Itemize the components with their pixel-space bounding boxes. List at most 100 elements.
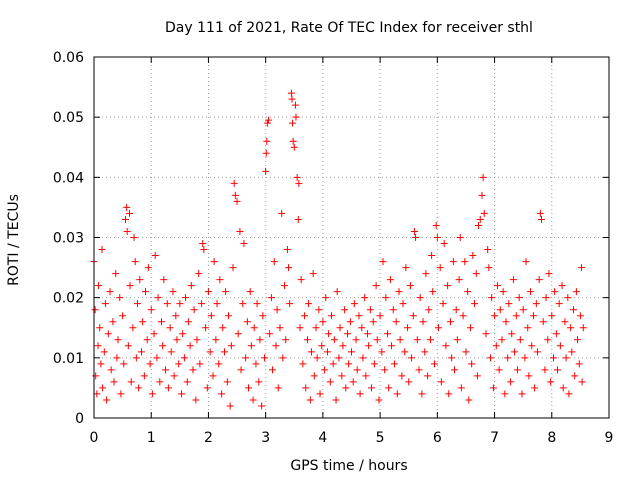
data-point: [112, 270, 120, 278]
data-point: [132, 354, 140, 362]
data-point: [175, 360, 183, 368]
data-point: [123, 203, 131, 211]
data-point: [527, 288, 535, 296]
data-point: [176, 300, 184, 308]
data-point: [216, 276, 224, 284]
data-point: [571, 372, 579, 380]
data-point: [295, 179, 303, 187]
data-point: [321, 366, 329, 374]
data-point: [369, 318, 377, 326]
data-point: [578, 378, 586, 386]
x-tick-label: 4: [318, 430, 327, 446]
data-point: [405, 378, 413, 386]
data-point: [509, 276, 517, 284]
data-point: [236, 227, 244, 235]
data-point: [143, 336, 151, 344]
data-point: [346, 318, 354, 326]
data-point: [422, 270, 430, 278]
data-point: [183, 378, 191, 386]
data-point: [444, 282, 452, 290]
data-point: [107, 366, 115, 374]
data-point: [262, 149, 270, 157]
axis-ticks: 0 0.01 0.02 0.03 0.04 0.05 0.06 0 1 2 3 4 5 6 7 8 9: [53, 50, 614, 446]
data-point: [203, 384, 211, 392]
data-point: [256, 336, 264, 344]
data-point: [137, 348, 145, 356]
data-point: [305, 300, 313, 308]
data-point: [446, 318, 454, 326]
data-point: [392, 318, 400, 326]
data-point: [218, 390, 226, 398]
data-point: [258, 402, 266, 410]
data-point: [156, 378, 164, 386]
data-point: [306, 396, 314, 404]
data-point: [125, 209, 133, 217]
data-point: [376, 312, 384, 320]
data-point: [457, 384, 465, 392]
data-point: [301, 312, 309, 320]
data-point: [480, 209, 488, 217]
data-point: [410, 227, 418, 235]
data-point: [182, 294, 190, 302]
data-point: [361, 294, 369, 302]
data-point: [393, 390, 401, 398]
data-point: [302, 384, 310, 392]
data-point: [511, 348, 519, 356]
data-point: [578, 264, 586, 272]
data-point: [442, 342, 450, 350]
data-point: [160, 276, 168, 284]
data-point: [209, 372, 217, 380]
data-point: [489, 384, 497, 392]
data-point: [495, 366, 503, 374]
data-point: [316, 390, 324, 398]
data-point: [237, 366, 245, 374]
data-point: [169, 288, 177, 296]
data-point: [104, 330, 112, 338]
data-point: [564, 294, 572, 302]
data-point: [364, 330, 372, 338]
y-axis-label: ROTI / TECUs: [6, 194, 22, 286]
data-point: [539, 318, 547, 326]
data-point: [282, 336, 290, 344]
data-point: [467, 324, 475, 332]
data-point: [401, 348, 409, 356]
data-point: [478, 191, 486, 199]
data-point: [207, 312, 215, 320]
data-point: [541, 366, 549, 374]
data-point: [445, 390, 453, 398]
data-point: [390, 360, 398, 368]
data-point: [529, 312, 537, 320]
data-point: [547, 378, 555, 386]
data-point: [368, 384, 376, 392]
data-point: [269, 366, 277, 374]
data-point: [131, 258, 139, 266]
data-point: [462, 348, 470, 356]
y-tick-label: 0: [75, 411, 84, 427]
data-point: [287, 89, 295, 97]
data-point: [381, 366, 389, 374]
data-point: [133, 300, 141, 308]
data-point: [246, 288, 254, 296]
data-point: [239, 300, 247, 308]
data-point: [192, 396, 200, 404]
data-point: [186, 342, 194, 350]
data-point: [92, 372, 100, 380]
data-point: [389, 306, 397, 314]
data-point: [166, 324, 174, 332]
data-point: [567, 324, 575, 332]
data-point: [121, 215, 129, 223]
data-point: [240, 240, 248, 248]
data-point: [502, 318, 510, 326]
data-point: [430, 360, 438, 368]
data-point: [113, 354, 121, 362]
data-point: [281, 282, 289, 290]
data-point: [173, 336, 181, 344]
data-point: [164, 384, 172, 392]
data-point: [222, 288, 230, 296]
data-point: [469, 252, 477, 260]
data-point: [307, 348, 315, 356]
data-point: [195, 270, 203, 278]
data-point: [226, 402, 234, 410]
data-point: [327, 312, 335, 320]
data-point: [106, 288, 114, 296]
